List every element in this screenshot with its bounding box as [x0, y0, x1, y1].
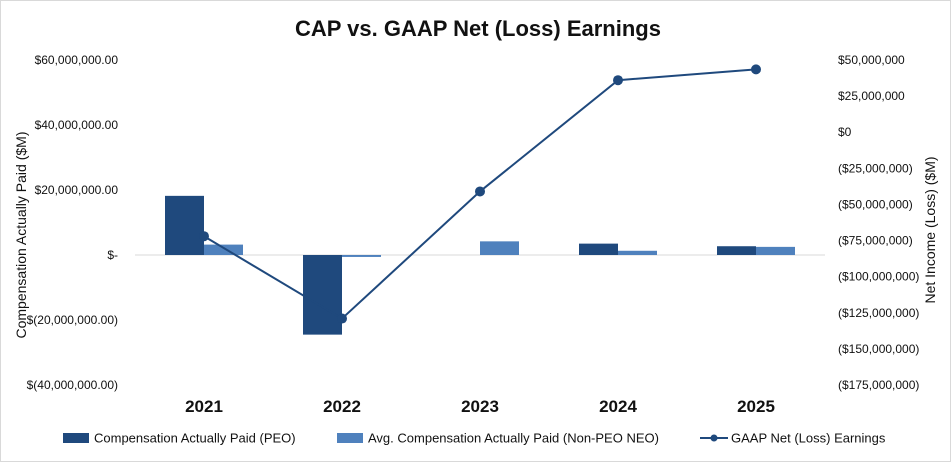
line-point: [751, 64, 761, 75]
y2-tick-label: ($50,000,000): [838, 197, 913, 211]
chart-marks: $60,000,000.00 $40,000,000.00 $20,000,000.…: [27, 53, 920, 416]
y-tick-label: $60,000,000.00: [35, 53, 119, 67]
y2-tick-label: ($150,000,000): [838, 342, 919, 356]
y-axis-label: Compensation Actually Paid ($M): [13, 132, 29, 339]
bar-peo: [579, 243, 618, 255]
legend-swatch: [337, 433, 363, 443]
y2-tick-label: ($175,000,000): [838, 378, 919, 392]
bar-non-peo: [480, 241, 519, 255]
line-point: [475, 186, 485, 197]
legend-label: GAAP Net (Loss) Earnings: [731, 431, 886, 446]
legend-label: Avg. Compensation Actually Paid (Non-PEO…: [368, 431, 659, 446]
y2-tick-label: ($100,000,000): [838, 270, 919, 284]
legend-swatch: [63, 433, 89, 443]
y2-axis-label: Net Income (Loss) ($M): [922, 156, 938, 303]
bar-non-peo: [756, 246, 795, 255]
y2-tick-label: $25,000,000: [838, 89, 905, 103]
category-label: 2021: [185, 397, 223, 416]
category-label: 2025: [737, 397, 775, 416]
y-tick-label: $40,000,000.00: [35, 118, 119, 132]
legend-marker: [710, 434, 718, 442]
y2-tick-label: ($125,000,000): [838, 306, 919, 320]
category-label: 2022: [323, 397, 361, 416]
y-tick-label: $20,000,000.00: [35, 183, 119, 197]
y2-tick-label: $50,000,000: [838, 53, 905, 67]
y2-tick-label: $0: [838, 125, 852, 139]
y-tick-label: $-: [107, 248, 118, 262]
y-tick-label: $(40,000,000.00): [27, 378, 118, 392]
bar-non-peo: [204, 244, 243, 255]
line-point: [337, 313, 347, 324]
category-label: 2024: [599, 397, 637, 416]
legend: Compensation Actually Paid (PEO) Avg. Com…: [63, 431, 886, 446]
bar-non-peo: [618, 250, 657, 255]
chart-title: CAP vs. GAAP Net (Loss) Earnings: [295, 16, 661, 41]
line-point: [613, 75, 623, 86]
y2-tick-label: ($25,000,000): [838, 161, 913, 175]
y2-tick-label: ($75,000,000): [838, 234, 913, 248]
bar-peo: [717, 246, 756, 255]
bar-non-peo: [342, 255, 381, 257]
category-label: 2023: [461, 397, 499, 416]
y-tick-label: $(20,000,000.00): [27, 313, 118, 327]
bar-peo: [303, 255, 342, 335]
line-point: [199, 231, 209, 242]
bar-peo: [165, 195, 204, 255]
legend-label: Compensation Actually Paid (PEO): [94, 431, 296, 446]
